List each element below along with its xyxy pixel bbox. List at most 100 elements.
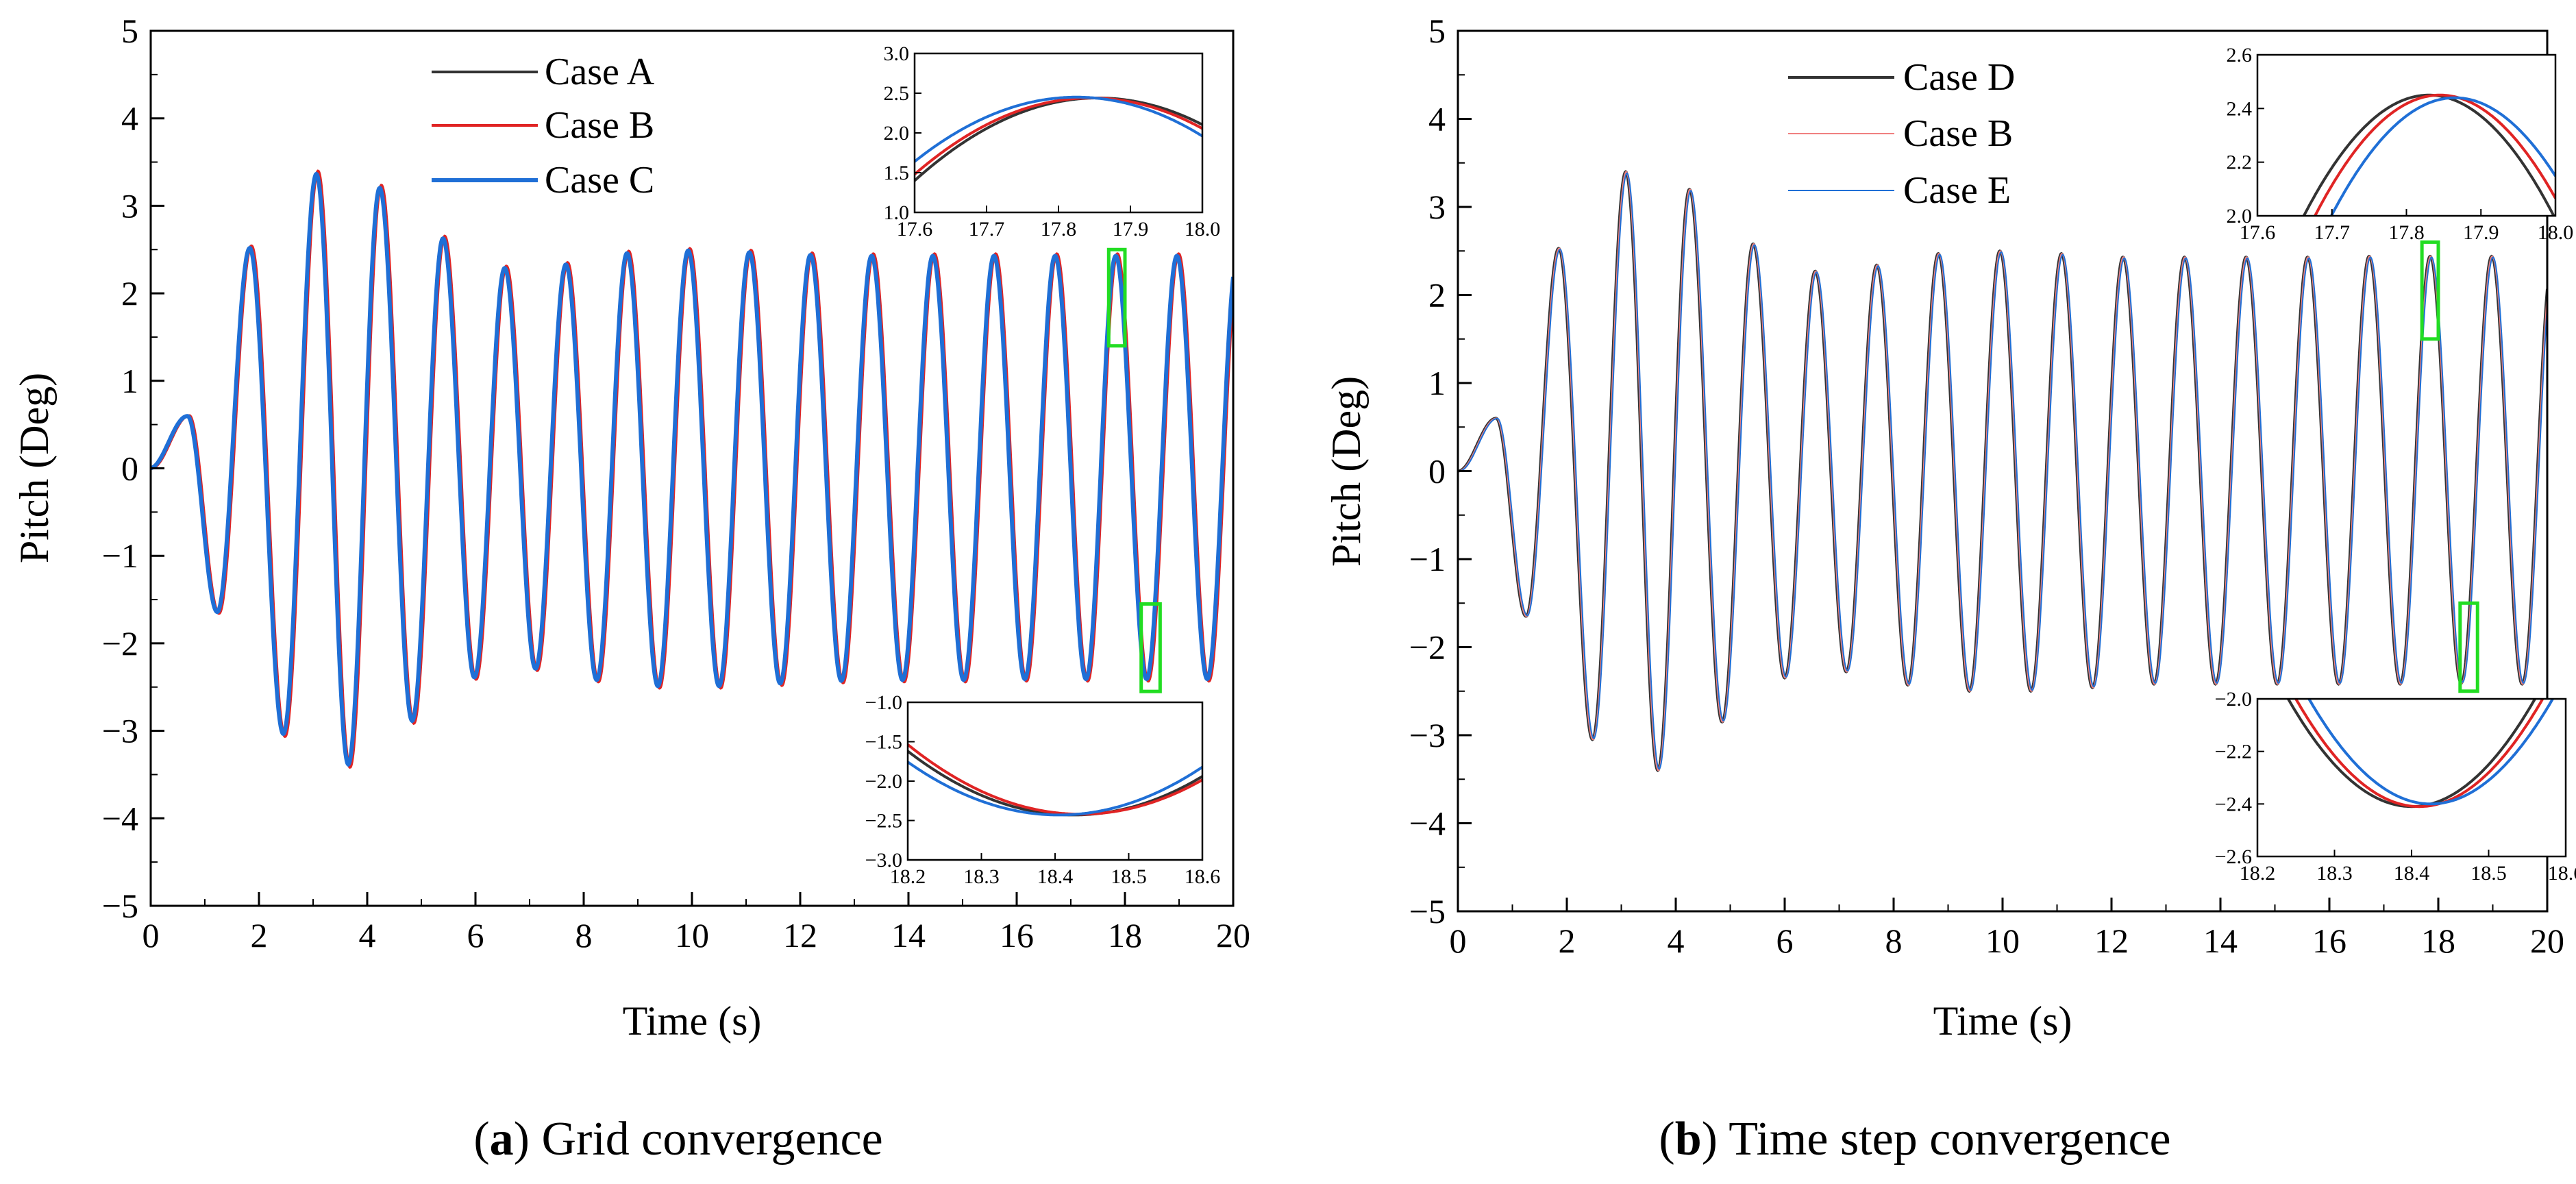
inset-background xyxy=(915,53,1202,212)
inset-x-tick-label: 18.0 xyxy=(2538,221,2574,244)
panel-b-y-ticks: −5 −4 −3 −2 −1 0 1 2 3 4 5 xyxy=(1409,12,1472,930)
panel-a-caption-text: Grid convergence xyxy=(530,1113,883,1166)
inset-y-tick-label: 1.0 xyxy=(884,201,910,224)
y-tick-label: 5 xyxy=(1428,12,1446,50)
y-tick-label: −1 xyxy=(102,536,138,575)
inset-y-tick-label: −2.6 xyxy=(2215,846,2252,868)
y-tick-label: 1 xyxy=(121,362,138,400)
inset-y-tick-label: 2.0 xyxy=(884,122,910,145)
panel-b-y-axis-title: Pitch (Deg) xyxy=(1324,376,1369,567)
inset-background xyxy=(2257,55,2555,216)
inset-curve xyxy=(2329,96,2555,216)
x-tick-label: 14 xyxy=(891,916,926,954)
panel-b-x-ticks: 0 2 4 6 8 10 12 14 16 18 20 xyxy=(1450,898,2564,960)
x-tick-label: 20 xyxy=(2530,922,2564,960)
x-tick-label: 16 xyxy=(1000,916,1034,954)
x-tick-label: 0 xyxy=(1450,922,1467,960)
panel-b-legend: Case D Case B Case E xyxy=(1788,56,2015,212)
legend-label-case-a: Case A xyxy=(545,51,655,93)
inset-curve xyxy=(2294,699,2544,809)
panel-a-caption-letter: a xyxy=(490,1113,514,1166)
panel-b-caption: (b) Time step convergence xyxy=(1659,1113,2170,1166)
x-tick-label: 8 xyxy=(575,916,593,954)
inset-curves xyxy=(2286,699,2555,809)
panel-a-x-ticks: 0 2 4 6 8 10 12 14 16 18 20 xyxy=(143,892,1250,954)
x-tick-label: 10 xyxy=(1985,922,2020,960)
inset-x-tick-label: 18.3 xyxy=(2316,862,2353,885)
x-tick-label: 2 xyxy=(251,916,268,954)
inset-y-tick-label: −2.0 xyxy=(865,770,902,793)
inset-x-tick-label: 18.0 xyxy=(1185,218,1221,241)
x-tick-label: 2 xyxy=(1559,922,1576,960)
inset-y-tick-label: −2.0 xyxy=(2215,688,2252,711)
inset-curve xyxy=(915,95,1202,163)
inset-x-tick-label: 18.6 xyxy=(2548,862,2576,885)
legend-label-case-e: Case E xyxy=(1903,169,2011,212)
x-tick-label: 18 xyxy=(1108,916,1142,954)
y-tick-label: 0 xyxy=(1428,452,1446,491)
y-tick-label: −5 xyxy=(1409,892,1446,930)
y-tick-label: −2 xyxy=(102,624,138,663)
inset-x-tick-label: 18.5 xyxy=(1111,865,1147,888)
inset-y-tick-label: 2.4 xyxy=(2227,97,2253,120)
y-tick-label: 0 xyxy=(121,449,138,488)
inset-y-tick-label: 1.5 xyxy=(884,162,910,184)
legend-label-case-c: Case C xyxy=(545,159,654,201)
zoom-box xyxy=(1139,602,1162,693)
y-tick-label: 2 xyxy=(1428,276,1446,314)
panel-a-zoom-boxes xyxy=(1106,247,1162,693)
inset-x-tick-label: 17.9 xyxy=(1113,218,1149,241)
zoom-box xyxy=(2458,601,2479,693)
inset-x-tick-label: 17.7 xyxy=(969,218,1005,241)
inset-background xyxy=(908,702,1202,860)
x-tick-label: 12 xyxy=(783,916,817,954)
inset-x-tick-label: 18.4 xyxy=(1037,865,1074,888)
y-tick-label: −1 xyxy=(1409,540,1446,578)
inset-curve xyxy=(915,97,1202,175)
x-tick-label: 10 xyxy=(675,916,709,954)
y-tick-label: 4 xyxy=(1428,100,1446,138)
legend-label-case-b: Case B xyxy=(545,104,654,147)
inset-x-tick-label: 17.6 xyxy=(897,218,933,241)
panel-a-legend: Case A Case B Case C xyxy=(432,51,655,201)
x-tick-label: 20 xyxy=(1216,916,1250,954)
y-tick-label: 1 xyxy=(1428,364,1446,402)
panel-b-caption-text: Time step convergence xyxy=(1718,1113,2171,1166)
y-tick-label: 5 xyxy=(121,12,138,50)
y-tick-label: −5 xyxy=(102,887,138,925)
inset-curve xyxy=(2313,93,2555,216)
x-tick-label: 18 xyxy=(2421,922,2455,960)
panel-a-series xyxy=(151,169,1233,769)
inset-x-tick-label: 18.5 xyxy=(2470,862,2507,885)
x-tick-label: 16 xyxy=(2312,922,2346,960)
inset-y-tick-label: 2.2 xyxy=(2227,151,2253,174)
inset-x-tick-label: 17.7 xyxy=(2314,221,2351,244)
inset-curves xyxy=(2302,93,2555,216)
x-tick-label: 4 xyxy=(1668,922,1685,960)
panel-b-zoom-boxes xyxy=(2420,240,2479,693)
inset-x-tick-label: 18.2 xyxy=(890,865,926,888)
zoom-box xyxy=(2420,240,2440,341)
inset-curve xyxy=(2302,93,2555,216)
inset-x-tick-label: 17.8 xyxy=(1041,218,1077,241)
inset-y-tick-label: 2.0 xyxy=(2227,205,2253,227)
legend-label-case-d: Case D xyxy=(1903,56,2015,99)
inset-x-tick-label: 17.6 xyxy=(2240,221,2276,244)
y-tick-label: −2 xyxy=(1409,628,1446,667)
inset-background xyxy=(2257,699,2566,856)
inset-x-tick-label: 18.4 xyxy=(2394,862,2430,885)
y-tick-label: 4 xyxy=(121,99,138,138)
x-tick-label: 4 xyxy=(359,916,376,954)
legend-label-case-b: Case B xyxy=(1903,112,2013,155)
panel-b-x-axis-title: Time (s) xyxy=(1933,998,2072,1044)
x-tick-label: 12 xyxy=(2094,922,2129,960)
inset-y-tick-label: 3.0 xyxy=(884,42,910,65)
panel-b-series xyxy=(1458,170,2547,772)
inset-curve xyxy=(908,743,1202,816)
series-line-case-d xyxy=(1458,170,2547,772)
y-tick-label: 2 xyxy=(121,274,138,312)
panel-a-inset-trough: 18.2 18.3 18.4 18.5 18.6 −3.0 −2.5 −2.0 −1.5 −1.0 xyxy=(865,691,1221,888)
